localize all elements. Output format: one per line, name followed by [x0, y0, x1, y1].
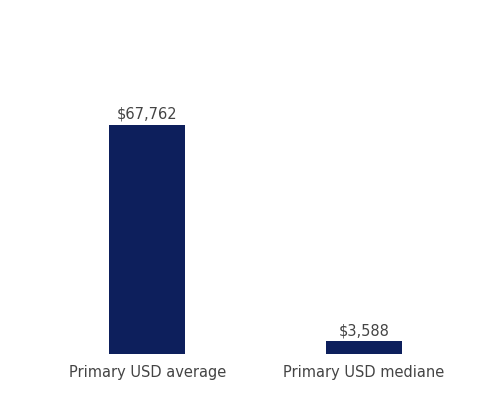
Text: $67,762: $67,762: [117, 106, 178, 121]
Bar: [110, 125, 185, 354]
Text: $3,588: $3,588: [338, 323, 390, 338]
Bar: [326, 342, 402, 354]
